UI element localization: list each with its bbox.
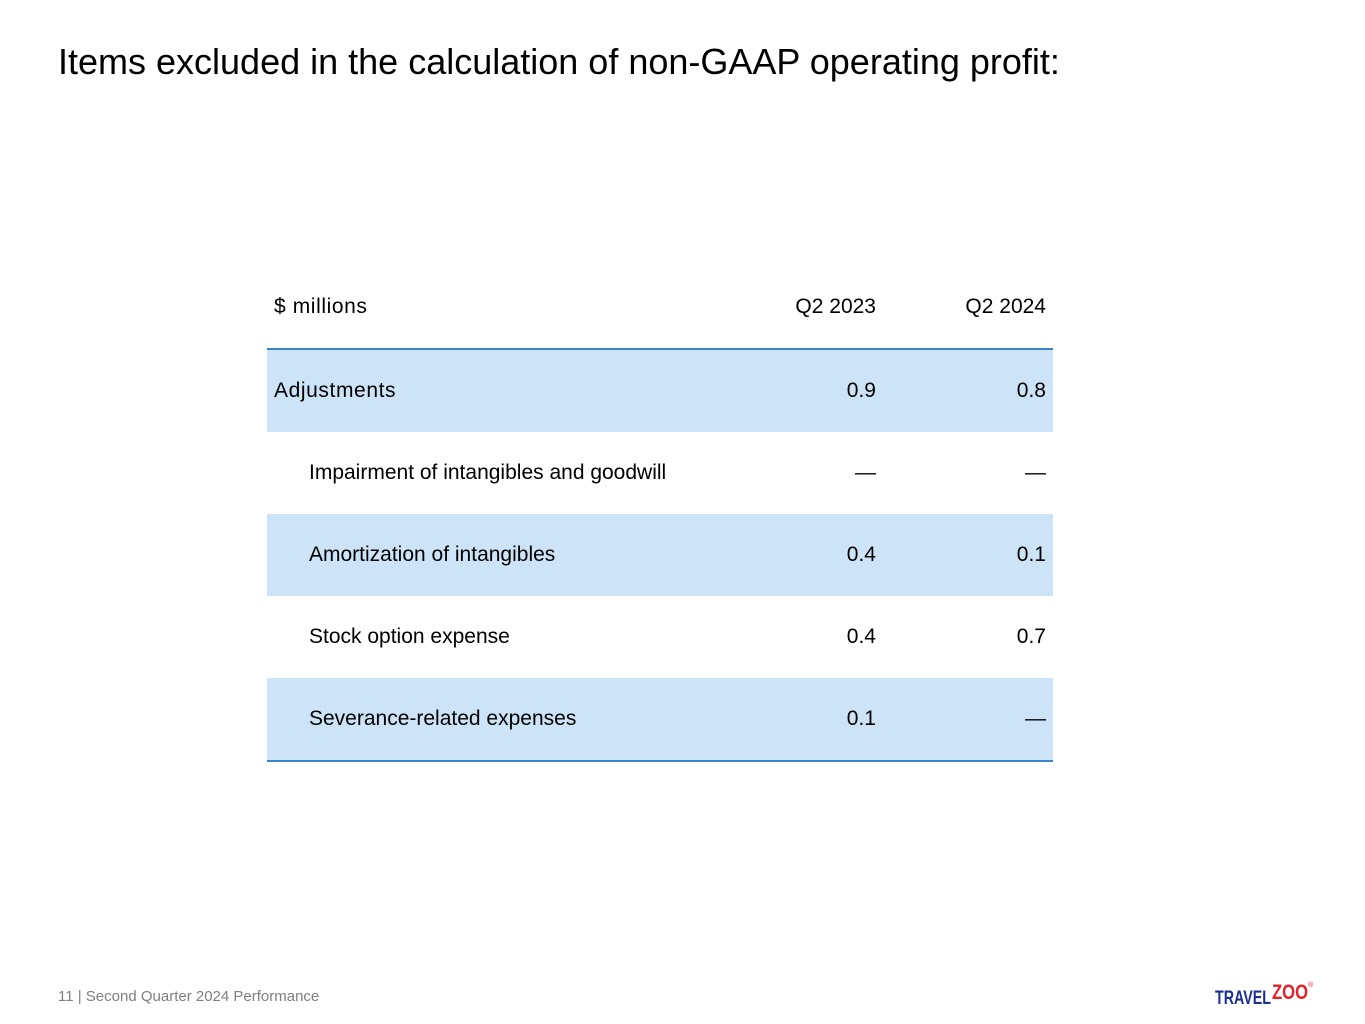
footer-page-label: 11 | Second Quarter 2024 Performance — [58, 988, 320, 1005]
row-value-q2-2023: — — [855, 461, 876, 484]
table-row-amortization: Amortization of intangibles 0.4 0.1 — [267, 514, 1053, 596]
row-value-q2-2024: — — [883, 678, 1053, 762]
row-value-q2-2024: 0.7 — [1016, 625, 1046, 648]
row-label: Amortization of intangibles — [267, 514, 713, 596]
travelzoo-logo: TRAVEL ZOO ® — [1215, 981, 1314, 1008]
row-value-q2-2024: — — [1025, 461, 1046, 484]
row-value-q2-2023: 0.9 — [713, 349, 883, 432]
header-units: $ millions — [267, 266, 713, 350]
table-header-row: $ millions Q2 2023 Q2 2024 — [267, 266, 1053, 350]
row-label: Impairment of intangibles and goodwill — [309, 461, 667, 484]
table-row-impairment: Impairment of intangibles and goodwill —… — [267, 432, 1053, 514]
adjustments-table: $ millions Q2 2023 Q2 2024 Adjustments 0… — [267, 266, 1053, 762]
logo-registered-mark: ® — [1308, 981, 1314, 989]
logo-text-travel: TRAVEL — [1215, 988, 1271, 1008]
row-value-q2-2023: 0.1 — [713, 678, 883, 762]
table-row-stock-option: Stock option expense 0.4 0.7 — [267, 596, 1053, 678]
adjustments-table-container: $ millions Q2 2023 Q2 2024 Adjustments 0… — [267, 266, 1053, 762]
page-title: Items excluded in the calculation of non… — [58, 41, 1060, 82]
row-label: Stock option expense — [309, 625, 510, 648]
logo-text-zoo: ZOO — [1272, 981, 1308, 1004]
header-q2-2024: Q2 2024 — [883, 266, 1053, 350]
table-row-adjustments: Adjustments 0.9 0.8 — [267, 349, 1053, 432]
row-value-q2-2023: 0.4 — [713, 514, 883, 596]
row-value-q2-2023: 0.4 — [846, 625, 876, 648]
row-value-q2-2024: 0.1 — [883, 514, 1053, 596]
row-value-q2-2024: 0.8 — [883, 349, 1053, 432]
table-row-severance: Severance-related expenses 0.1 — — [267, 678, 1053, 762]
row-label: Severance-related expenses — [267, 678, 713, 762]
row-label: Adjustments — [267, 349, 713, 432]
header-q2-2023: Q2 2023 — [713, 266, 883, 350]
